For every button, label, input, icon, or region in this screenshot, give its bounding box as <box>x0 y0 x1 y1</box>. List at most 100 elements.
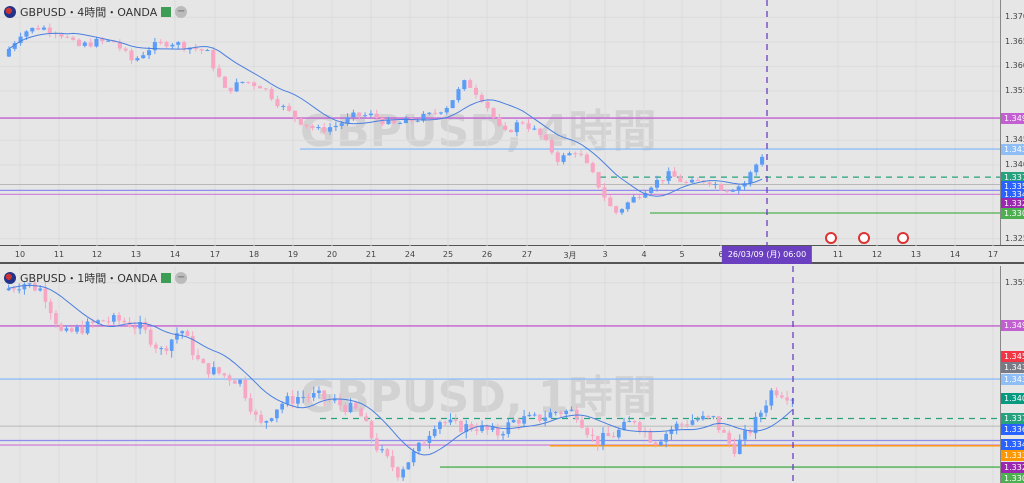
bull-candle <box>30 27 35 32</box>
bull-candle <box>689 179 695 183</box>
bull-candle <box>75 326 79 332</box>
bear-candle <box>43 288 48 302</box>
us-event-icon[interactable] <box>825 232 837 244</box>
bear-candle <box>71 37 76 40</box>
time-tick: 4 <box>641 250 647 259</box>
time-tick: 6 <box>718 250 723 259</box>
bear-candle <box>101 320 106 322</box>
bear-candle <box>590 434 595 436</box>
bull-candle <box>411 451 416 463</box>
bear-candle <box>217 68 222 77</box>
bull-candle <box>758 412 763 417</box>
bull-candle <box>146 50 152 56</box>
bear-candle <box>254 411 258 415</box>
bull-candle <box>448 419 453 423</box>
time-tick: 12 <box>91 250 103 259</box>
bull-candle <box>316 127 321 129</box>
bear-candle <box>259 414 263 423</box>
bear-candle <box>310 126 315 129</box>
bull-candle <box>569 409 574 411</box>
bull-candle <box>296 397 300 404</box>
bull-candle <box>601 432 605 446</box>
bull-candle <box>754 164 759 173</box>
bull-candle <box>264 420 269 423</box>
bear-candle <box>774 390 779 396</box>
collapse-icon[interactable]: − <box>175 272 188 284</box>
bear-candle <box>90 321 95 323</box>
time-tick: 24 <box>404 250 416 259</box>
bear-candle <box>385 449 390 457</box>
chart-pane-4h[interactable]: GBPUSD, 4時間 GBPUSD・4時間・OANDA − 1.3701.36… <box>0 0 1024 246</box>
bull-candle <box>311 393 316 398</box>
bull-candle <box>616 429 621 438</box>
bull-candle <box>345 117 350 124</box>
bear-candle <box>228 87 233 92</box>
bull-candle <box>690 420 695 425</box>
bull-candle <box>730 190 735 192</box>
candlestick-chart-1h[interactable] <box>0 266 1000 483</box>
price-tick: 1.370 <box>1005 12 1024 22</box>
bull-candle <box>511 419 516 423</box>
bull-candle <box>501 433 505 436</box>
collapse-icon[interactable]: − <box>175 6 188 18</box>
bear-candle <box>33 283 37 291</box>
bear-candle <box>595 435 600 446</box>
chart-pane-1h[interactable]: GBPUSD, 1時間 GBPUSD・1時間・OANDA − 1.3551.34… <box>0 266 1024 483</box>
bull-candle <box>363 115 368 117</box>
bull-candle <box>522 416 526 424</box>
bull-candle <box>106 40 111 42</box>
bear-candle <box>473 87 479 95</box>
bear-candle <box>133 326 137 329</box>
bear-candle <box>579 153 584 155</box>
bull-candle <box>275 409 279 419</box>
price-tick: 1.340 <box>1005 159 1024 169</box>
bear-candle <box>606 432 611 437</box>
bear-candle <box>538 128 543 136</box>
bear-candle <box>252 82 257 87</box>
bear-candle <box>357 112 362 117</box>
bear-candle <box>508 129 514 133</box>
bull-candle <box>432 429 437 436</box>
candlestick-chart-4h[interactable] <box>0 0 1000 246</box>
bull-candle <box>760 156 765 165</box>
bull-candle <box>398 123 403 125</box>
symbol-label[interactable]: GBPUSD・4時間・OANDA <box>20 6 158 19</box>
bear-candle <box>263 88 268 90</box>
bull-candle <box>27 283 32 285</box>
bear-candle <box>48 301 53 314</box>
bull-candle <box>695 419 700 421</box>
bear-candle <box>12 288 16 290</box>
price-label: 1.337 <box>1001 171 1024 183</box>
bear-candle <box>614 206 619 213</box>
time-axis[interactable]: 10 11 12 13 14 17 18 19 20 21 24 25 26 27 3月 3 4 5 6 11 12 13… <box>0 246 1024 264</box>
bear-candle <box>520 122 525 124</box>
bull-candle <box>332 399 337 401</box>
symbol-label[interactable]: GBPUSD・1時間・OANDA <box>20 272 158 285</box>
bull-candle <box>111 315 116 322</box>
bear-candle <box>123 48 128 51</box>
bull-candle <box>403 118 408 124</box>
bull-candle <box>649 187 654 193</box>
us-event-icon[interactable] <box>858 232 870 244</box>
time-tick: 13 <box>910 250 922 259</box>
crosshair-time-label: 26/03/09 (月) 06:00 <box>721 246 813 264</box>
bear-candle <box>269 88 274 100</box>
symbol-legend[interactable]: GBPUSD・1時間・OANDA − <box>4 270 188 286</box>
bull-candle <box>351 112 356 118</box>
bear-candle <box>374 438 379 451</box>
symbol-legend[interactable]: GBPUSD・4時間・OANDA − <box>4 4 188 20</box>
bull-candle <box>96 320 100 323</box>
bull-candle <box>527 414 532 417</box>
bull-candle <box>427 112 432 114</box>
bear-candle <box>257 86 263 89</box>
bear-candle <box>672 171 677 177</box>
us-event-icon[interactable] <box>897 232 909 244</box>
bull-candle <box>317 390 321 394</box>
bear-candle <box>549 139 554 153</box>
bull-candle <box>135 58 140 61</box>
price-label: 1.333 <box>1001 450 1024 462</box>
bear-candle <box>632 421 637 423</box>
price-axis-1h[interactable]: 1.3551.3491.3451.3431.3431.3401.3371.336… <box>1000 266 1024 483</box>
bull-candle <box>736 186 741 191</box>
price-axis-4h[interactable]: 1.370 1.365 1.360 1.355 1.345 1.340 1.325 1.349… <box>1000 0 1024 245</box>
